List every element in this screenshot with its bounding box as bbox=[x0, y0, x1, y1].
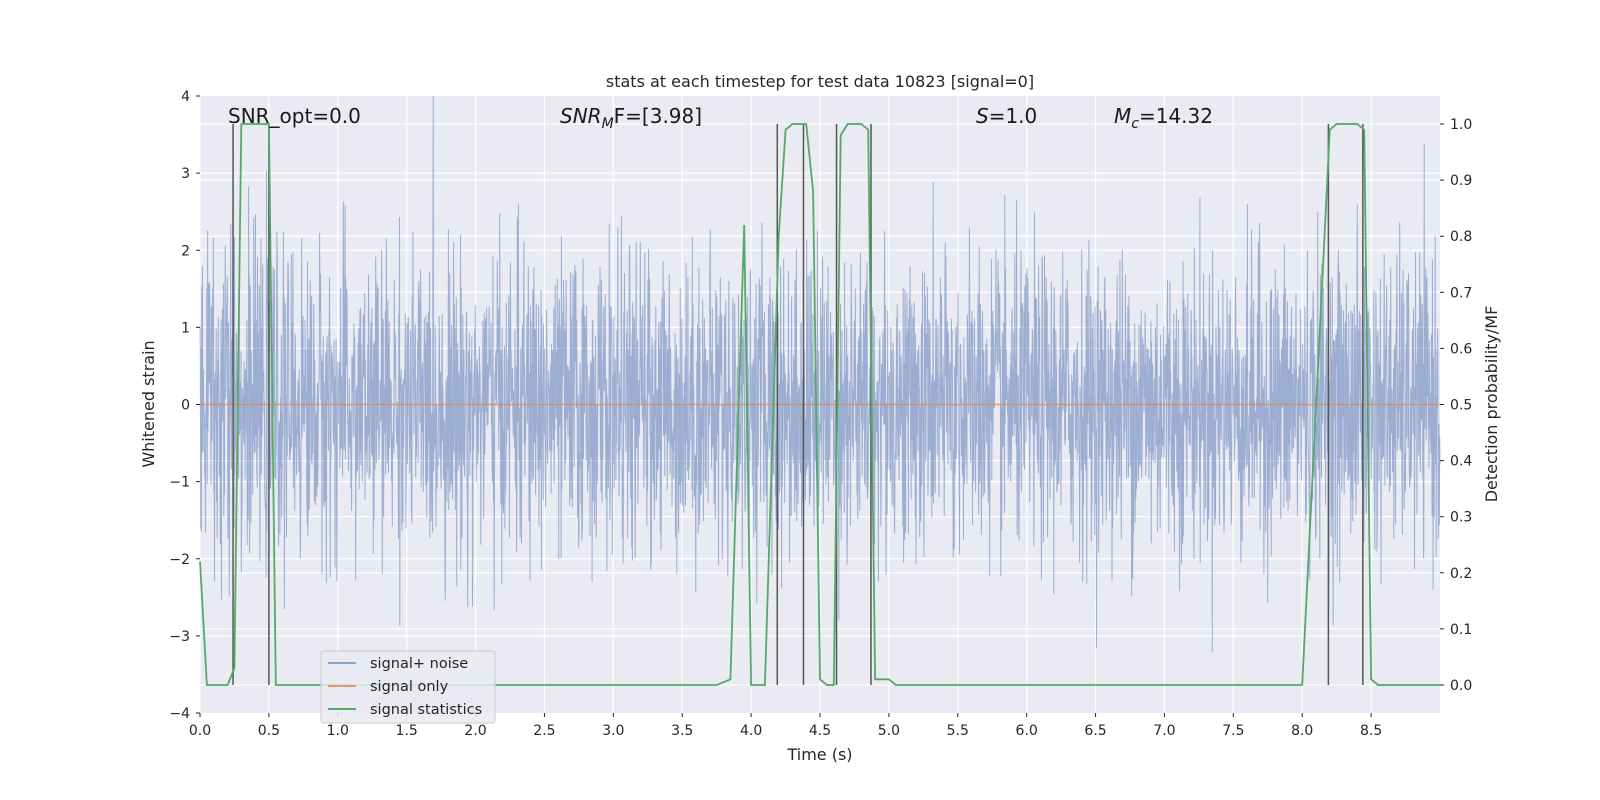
mc-value: =14.32 bbox=[1139, 104, 1213, 128]
x-tick-label: 8.5 bbox=[1360, 723, 1382, 739]
y-tick-label: 4 bbox=[181, 89, 190, 105]
plot-data bbox=[199, 95, 1441, 686]
x-tick-label: 7.0 bbox=[1153, 723, 1175, 739]
x-tick-label: 2.0 bbox=[464, 723, 486, 739]
legend-label-signal-statistics: signal statistics bbox=[370, 702, 482, 718]
signal-statistics-line bbox=[199, 123, 1440, 686]
x-tick-label: 1.0 bbox=[327, 723, 349, 739]
snr-mf-symbol: SNR bbox=[560, 104, 602, 128]
s-symbol: S bbox=[976, 104, 989, 128]
y-right-tick-label: 0.2 bbox=[1450, 566, 1472, 582]
x-tick-label: 6.5 bbox=[1084, 723, 1106, 739]
y-right-tick-label: 0.8 bbox=[1450, 229, 1472, 245]
annotation-snr-opt: SNR_opt=0.0 bbox=[228, 104, 361, 128]
signal-noise-series bbox=[199, 95, 1441, 653]
x-tick-label: 2.5 bbox=[533, 723, 555, 739]
y-right-tick-label: 0.3 bbox=[1450, 510, 1472, 526]
y-axis-label: Whitened strain bbox=[139, 340, 158, 467]
chart-title: stats at each timestep for test data 108… bbox=[606, 72, 1034, 91]
y-axis-right-ticks: 1.0 0.9 0.8 0.7 0.6 0.5 0.4 0.3 0.2 0.1 0.0 bbox=[1440, 117, 1472, 694]
legend-label-signal-noise: signal+ noise bbox=[370, 656, 468, 672]
y-tick-label: 3 bbox=[181, 166, 190, 182]
x-tick-label: 5.5 bbox=[947, 723, 969, 739]
s-value: =1.0 bbox=[989, 104, 1038, 128]
x-tick-label: 3.5 bbox=[671, 723, 693, 739]
legend-box bbox=[320, 650, 496, 724]
legend: signal+ noise signal only signal statist… bbox=[320, 650, 496, 724]
y-axis-right-label: Detection probability/MF bbox=[1482, 306, 1501, 503]
x-tick-label: 8.0 bbox=[1291, 723, 1313, 739]
x-tick-label: 4.5 bbox=[809, 723, 831, 739]
signal-statistics-series bbox=[199, 123, 1440, 686]
y-right-tick-label: 0.9 bbox=[1450, 173, 1472, 189]
x-tick-label: 1.5 bbox=[396, 723, 418, 739]
y-right-tick-label: 0.4 bbox=[1450, 454, 1472, 470]
x-tick-label: 5.0 bbox=[878, 723, 900, 739]
x-tick-label: 4.0 bbox=[740, 723, 762, 739]
y-tick-label: −3 bbox=[169, 629, 190, 645]
y-tick-label: −1 bbox=[169, 475, 190, 491]
x-tick-label: 7.5 bbox=[1222, 723, 1244, 739]
annotation-s: S=1.0 bbox=[976, 104, 1037, 128]
y-tick-label: −2 bbox=[169, 552, 190, 568]
y-tick-label: 2 bbox=[181, 243, 190, 259]
x-tick-label: 0.5 bbox=[258, 723, 280, 739]
x-axis-ticks: 0.0 0.5 1.0 1.5 2.0 2.5 3.0 3.5 4.0 4.5 5.0 5.5 6.0 6… bbox=[189, 713, 1382, 739]
y-axis-ticks: 4 3 2 1 0 −1 −2 −3 −4 bbox=[169, 89, 200, 722]
snr-mf-subscript: M bbox=[602, 116, 614, 132]
y-right-tick-label: 0.1 bbox=[1450, 622, 1472, 638]
y-right-tick-label: 0.0 bbox=[1450, 678, 1472, 694]
y-tick-label: 0 bbox=[181, 398, 190, 414]
x-tick-label: 3.0 bbox=[602, 723, 624, 739]
snr-mf-value: F=[3.98] bbox=[614, 104, 702, 128]
y-right-tick-label: 0.7 bbox=[1450, 285, 1472, 301]
mc-subscript: c bbox=[1131, 116, 1139, 132]
y-tick-label: 1 bbox=[181, 320, 190, 336]
annotation-mc: Mc=14.32 bbox=[1114, 104, 1213, 132]
mc-symbol: M bbox=[1114, 104, 1131, 128]
signal-noise-line bbox=[199, 95, 1441, 653]
x-tick-label: 0.0 bbox=[189, 723, 211, 739]
y-right-tick-label: 1.0 bbox=[1450, 117, 1472, 133]
y-tick-label: −4 bbox=[169, 706, 190, 722]
x-axis-label: Time (s) bbox=[786, 745, 852, 764]
y-right-tick-label: 0.6 bbox=[1450, 341, 1472, 357]
x-tick-label: 6.0 bbox=[1016, 723, 1038, 739]
annotation-snr-mf: SNRMF=[3.98] bbox=[560, 104, 702, 132]
legend-label-signal-only: signal only bbox=[370, 679, 449, 695]
y-right-tick-label: 0.5 bbox=[1450, 398, 1472, 414]
